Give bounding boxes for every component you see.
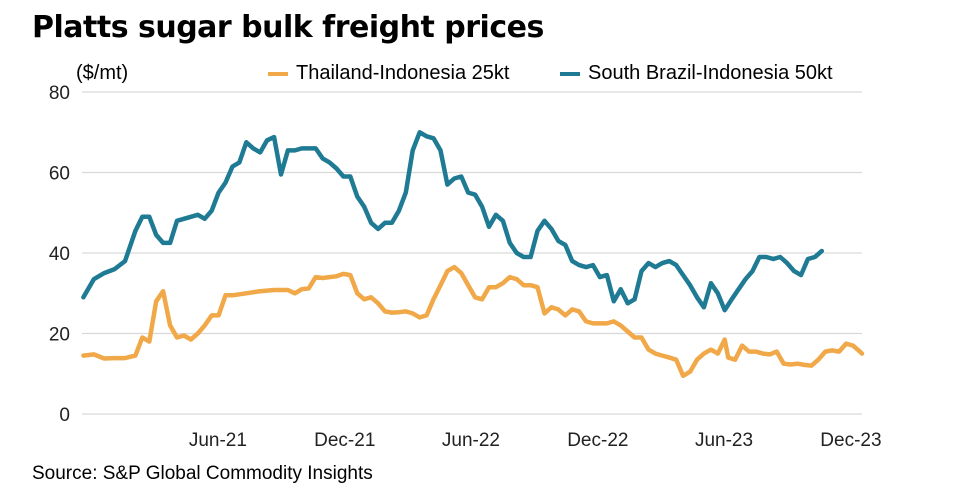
series-line-thailand-indonesia (81, 264, 865, 379)
legend-item-brazil: South Brazil-Indonesia 50kt (560, 62, 833, 85)
x-tick-label-dec-22: Dec-22 (567, 430, 628, 451)
legend-swatch-thailand (268, 71, 288, 76)
y-tick-label-20: 20 (49, 325, 70, 346)
x-tick-label-jun-23: Jun-23 (695, 430, 753, 451)
y-tick-label-80: 80 (49, 83, 70, 104)
x-tick-label-jun-22: Jun-22 (442, 430, 500, 451)
series-line-south-brazil-indonesia (81, 130, 825, 313)
y-tick-label-0: 0 (59, 405, 70, 426)
x-tick-label-jun-21: Jun-21 (189, 430, 247, 451)
legend-item-thailand: Thailand-Indonesia 25kt (268, 62, 509, 85)
source-note: Source: S&P Global Commodity Insights (32, 463, 373, 484)
x-tick-label-dec-21: Dec-21 (314, 430, 375, 451)
legend-swatch-brazil (560, 71, 580, 76)
legend-label-thailand: Thailand-Indonesia 25kt (296, 62, 510, 84)
x-tick-label-dec-23: Dec-23 (820, 430, 881, 451)
y-tick-label-60: 60 (49, 164, 70, 185)
y-tick-label-40: 40 (49, 244, 70, 265)
chart-title: Platts sugar bulk freight prices (32, 10, 544, 45)
y-axis-unit-label: ($/mt) (76, 62, 129, 84)
legend-label-brazil: South Brazil-Indonesia 50kt (588, 62, 833, 84)
